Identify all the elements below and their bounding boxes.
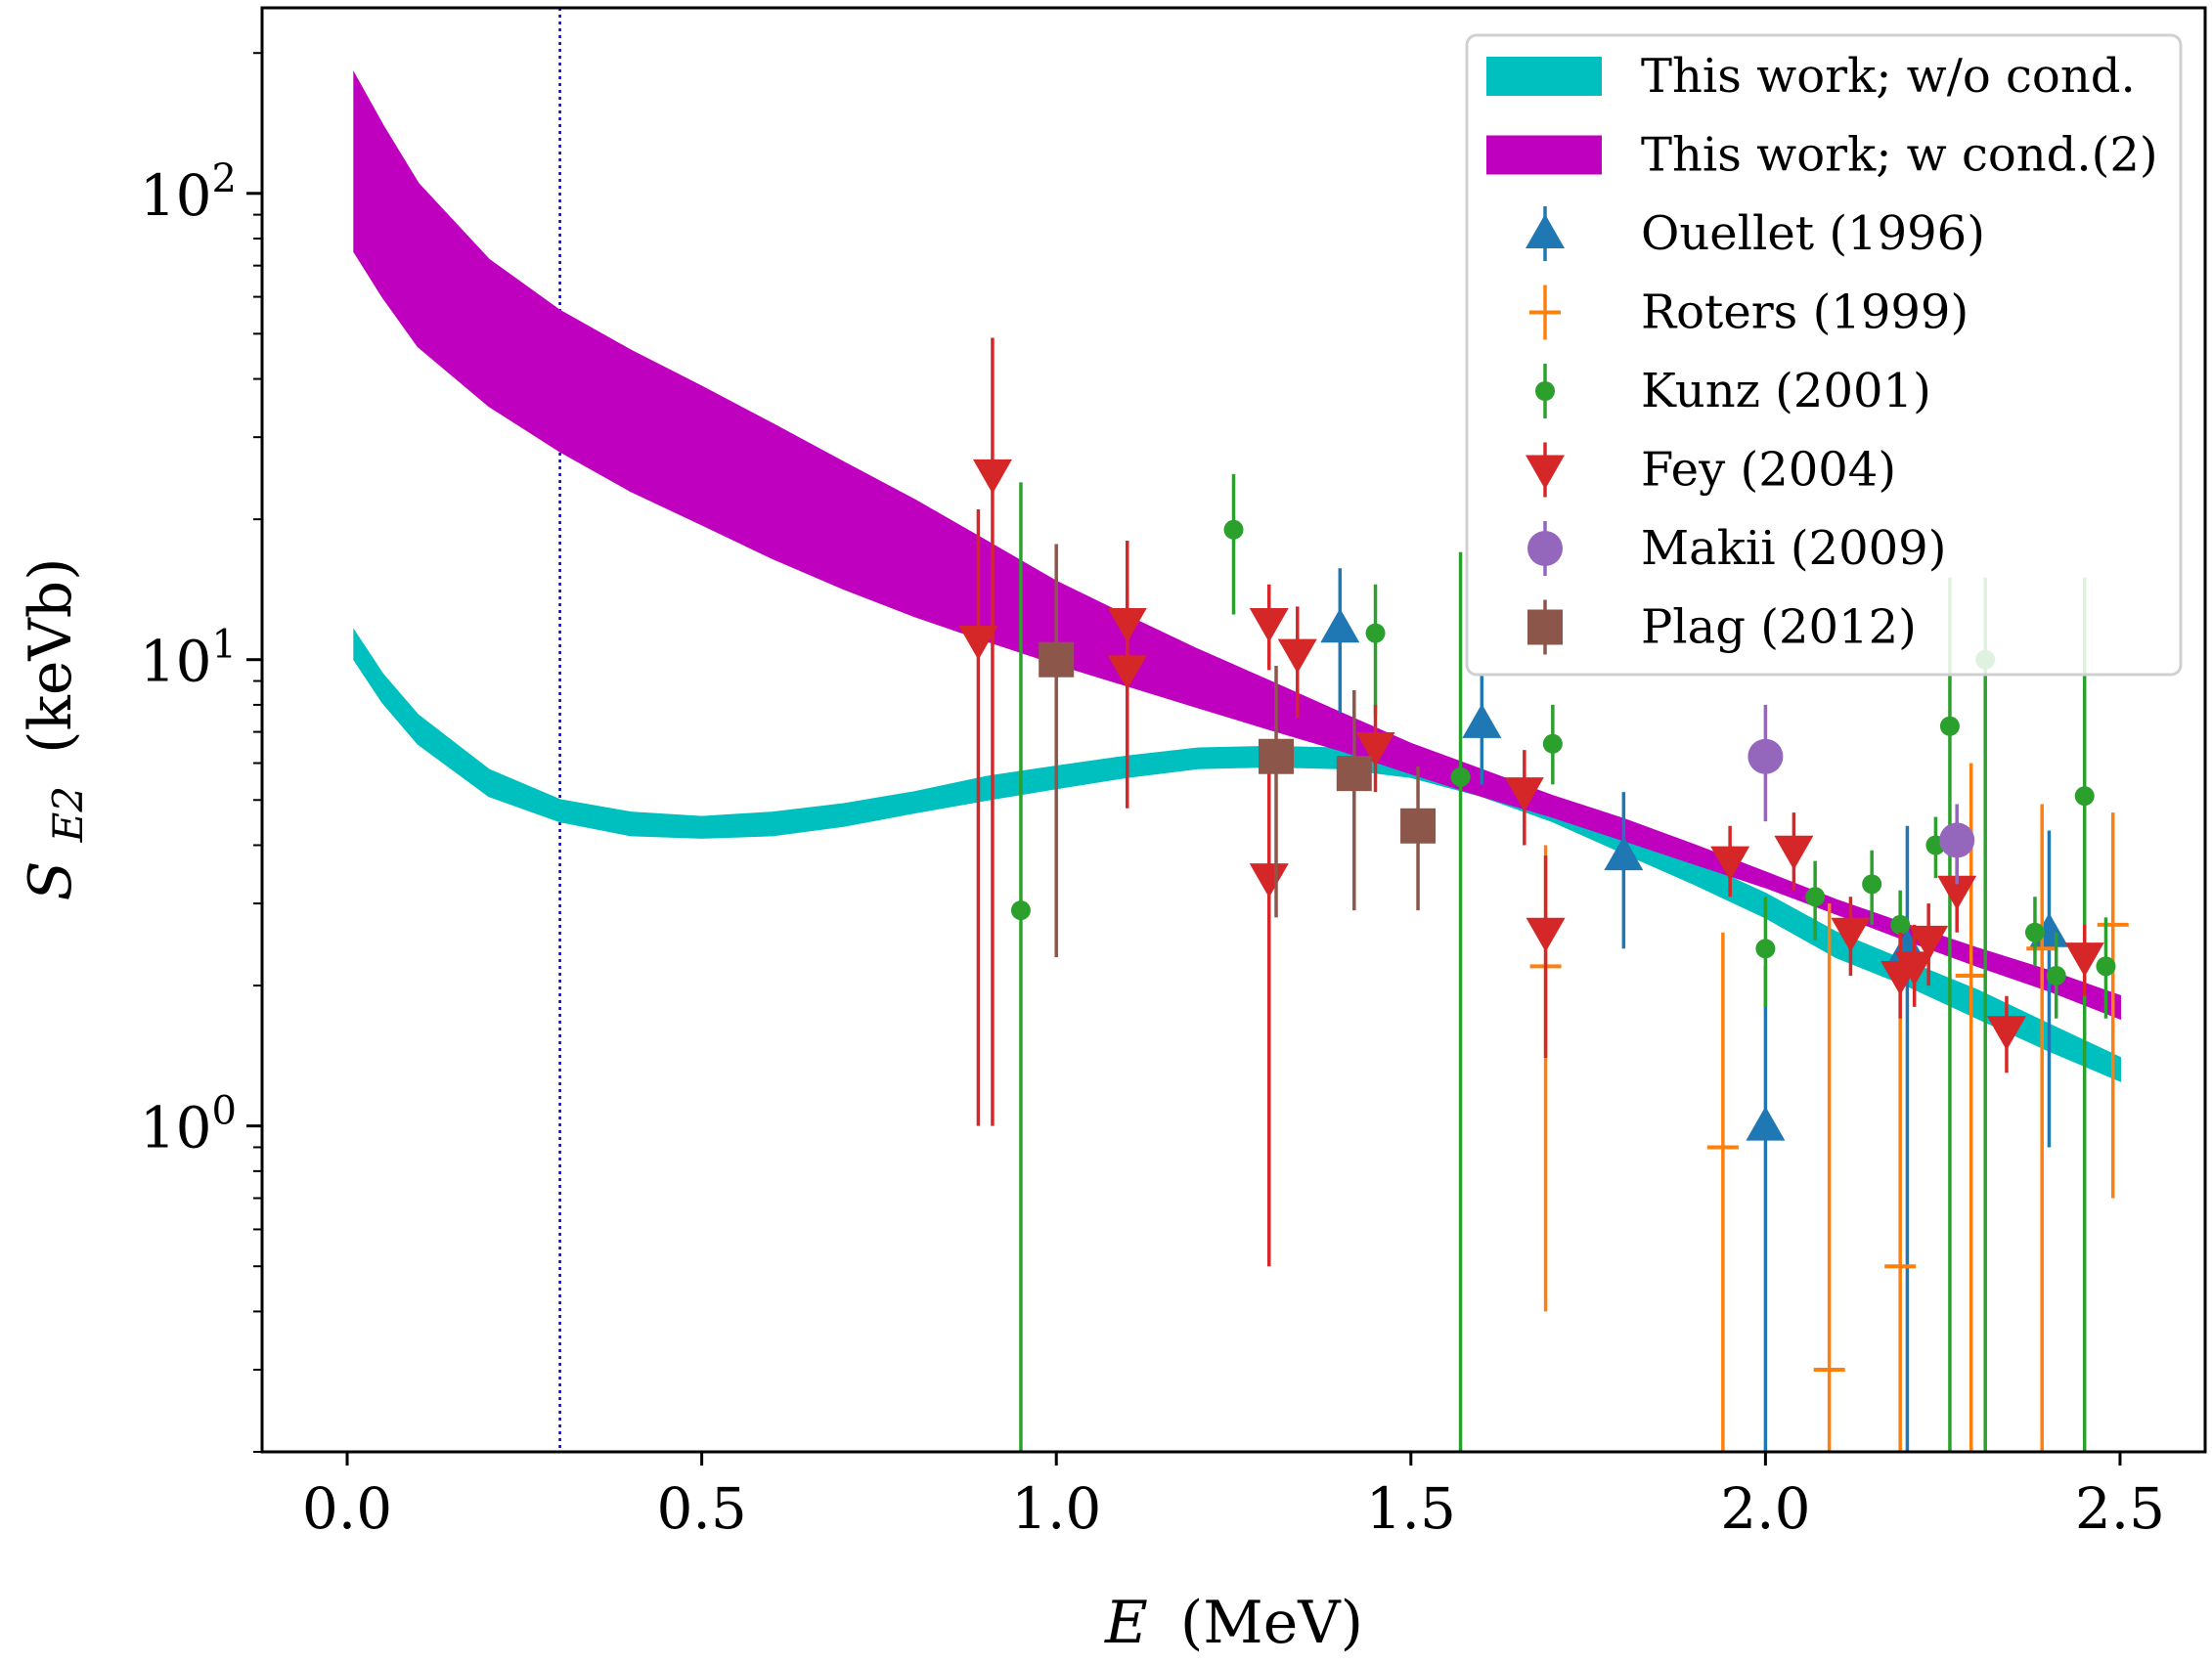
legend-items: This work; w/o cond. This work; w cond.(2… — [1486, 49, 2158, 655]
legend-label-7: Plag (2012) — [1641, 600, 1917, 655]
marker-3-0 — [958, 625, 998, 660]
x-axis-title: E (MeV) — [1104, 1589, 1363, 1657]
marker-3-10 — [1710, 846, 1750, 881]
legend-label-4: Kunz (2001) — [1641, 364, 1931, 418]
legend-label-2: Ouellet (1996) — [1641, 206, 1985, 261]
legend-label-1: This work; w cond.(2) — [1641, 128, 2158, 183]
marker-3-12 — [1831, 917, 1871, 952]
x-axis-symbol: E — [1104, 1589, 1148, 1657]
marker-3-4 — [1249, 607, 1289, 642]
marker-3-18 — [2064, 942, 2104, 978]
plot-area — [353, 8, 2129, 1452]
marker-0-0 — [1320, 608, 1360, 643]
y-axis-title: S E2 (keVb) — [17, 557, 97, 900]
marker-5-2 — [1336, 756, 1372, 792]
series-layer — [958, 337, 2129, 1452]
series-4 — [1747, 704, 1975, 885]
marker-2-14 — [2074, 786, 2095, 807]
y-axis-symbol: S — [17, 860, 85, 900]
marker-3-7 — [1355, 731, 1395, 766]
marker-2-4 — [1542, 733, 1563, 754]
marker-0-3 — [1746, 1106, 1786, 1141]
y-axis-ticks: 100 101 102 — [140, 52, 262, 1453]
y-tick-label-0: 100 — [140, 1089, 237, 1161]
marker-3-3 — [1107, 655, 1147, 690]
x-tick-label-4: 2.0 — [1720, 1475, 1810, 1542]
y-tick-label-1: 101 — [140, 623, 237, 695]
band-0 — [353, 628, 2121, 1082]
series-3 — [958, 337, 2104, 1267]
legend-marker-7 — [1527, 609, 1563, 645]
marker-3-16 — [1937, 875, 1977, 910]
legend-entry-0: This work; w/o cond. — [1486, 49, 2136, 104]
marker-2-8 — [1890, 914, 1911, 935]
legend-entry-3: Roters (1999) — [1529, 285, 1969, 340]
legend-marker-6 — [1527, 531, 1563, 566]
marker-2-12 — [2024, 922, 2045, 942]
marker-2-1 — [1223, 519, 1244, 540]
marker-3-15 — [1909, 925, 1949, 960]
marker-3-11 — [1774, 835, 1814, 870]
marker-3-8 — [1504, 777, 1544, 812]
marker-0-2 — [1604, 836, 1644, 871]
y-axis-unit: (keVb) — [17, 557, 85, 753]
marker-5-0 — [1039, 641, 1075, 678]
legend-box — [1465, 33, 2183, 677]
marker-3-14 — [1894, 951, 1934, 986]
bands-layer — [353, 70, 2121, 1082]
x-tick-label-3: 1.5 — [1366, 1475, 1456, 1542]
legend-swatch-0 — [1486, 57, 1602, 96]
marker-3-1 — [972, 459, 1012, 494]
marker-2-15 — [2096, 956, 2116, 977]
marker-3-5 — [1249, 863, 1289, 898]
legend-entry-5: Fey (2004) — [1526, 442, 1896, 498]
legend-swatch-1 — [1486, 135, 1602, 175]
series-5 — [1039, 544, 1437, 958]
marker-2-3 — [1450, 766, 1471, 787]
marker-3-6 — [1277, 638, 1317, 674]
series-2 — [1010, 473, 2116, 1452]
legend-entry-1: This work; w cond.(2) — [1486, 128, 2158, 183]
marker-5-1 — [1259, 738, 1295, 774]
band-1 — [353, 70, 2121, 1021]
legend-marker-2 — [1526, 214, 1565, 248]
marker-2-10 — [1939, 716, 1960, 736]
marker-2-6 — [1805, 887, 1826, 907]
legend-marker-4 — [1535, 381, 1555, 401]
marker-4-0 — [1747, 738, 1784, 774]
marker-0-1 — [1462, 703, 1502, 738]
x-axis-unit: (MeV) — [1180, 1589, 1363, 1657]
x-axis-ticks: 0.0 0.5 1.0 1.5 2.0 2.5 — [302, 1452, 2165, 1542]
marker-2-7 — [1862, 874, 1882, 895]
legend: This work; w/o cond. This work; w cond.(2… — [1465, 33, 2183, 677]
legend-label-0: This work; w/o cond. — [1641, 49, 2136, 104]
y-axis-subscript: E2 — [44, 786, 92, 843]
marker-2-13 — [2046, 965, 2066, 985]
legend-entry-7: Plag (2012) — [1527, 599, 1917, 655]
legend-label-5: Fey (2004) — [1641, 443, 1896, 498]
legend-label-6: Makii (2009) — [1641, 521, 1946, 576]
marker-2-5 — [1755, 939, 1776, 959]
marker-5-3 — [1400, 808, 1437, 844]
x-tick-label-1: 0.5 — [656, 1475, 746, 1542]
x-tick-label-2: 1.0 — [1011, 1475, 1101, 1542]
legend-entry-6: Makii (2009) — [1527, 521, 1946, 576]
marker-2-2 — [1365, 623, 1386, 643]
marker-3-9 — [1526, 917, 1566, 952]
legend-entry-4: Kunz (2001) — [1535, 364, 1931, 418]
x-tick-label-5: 2.5 — [2075, 1475, 2165, 1542]
legend-label-3: Roters (1999) — [1641, 285, 1969, 340]
marker-4-1 — [1939, 822, 1975, 858]
axes-frame — [260, 6, 2207, 1454]
x-tick-label-0: 0.0 — [302, 1475, 392, 1542]
legend-marker-5 — [1526, 455, 1565, 490]
legend-entry-2: Ouellet (1996) — [1526, 206, 1985, 261]
marker-3-17 — [1986, 1016, 2026, 1051]
y-tick-label-2: 102 — [140, 156, 237, 229]
marker-2-0 — [1010, 900, 1031, 921]
